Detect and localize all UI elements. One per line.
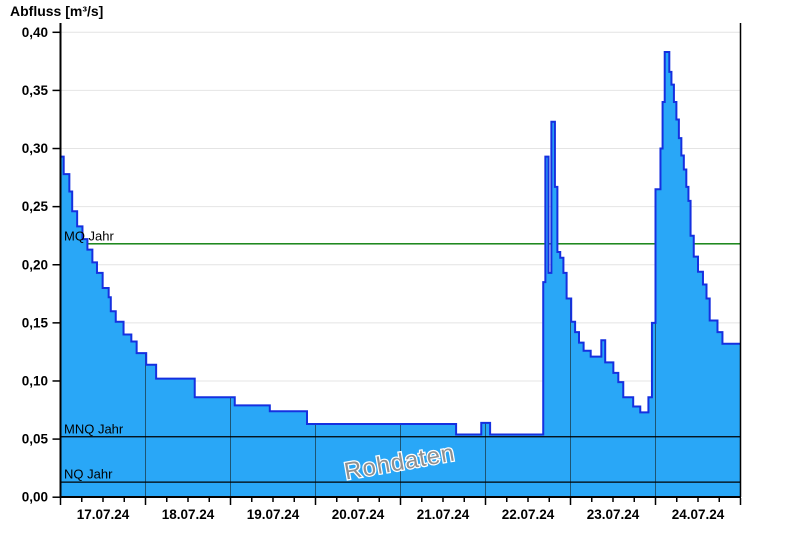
reference-line-label: MQ Jahr bbox=[64, 228, 115, 243]
y-tick-label: 0,20 bbox=[22, 257, 48, 272]
y-tick-label: 0,00 bbox=[22, 490, 48, 505]
x-tick-label: 20.07.24 bbox=[332, 507, 385, 522]
y-tick-label: 0,40 bbox=[22, 25, 48, 40]
x-tick-label: 24.07.24 bbox=[672, 507, 725, 522]
x-tick-label: 18.07.24 bbox=[162, 507, 215, 522]
x-tick-label: 17.07.24 bbox=[77, 507, 130, 522]
x-tick-label: 21.07.24 bbox=[417, 507, 470, 522]
y-tick-label: 0,10 bbox=[22, 373, 48, 388]
chart-title: Abfluss [m³/s] bbox=[10, 3, 104, 19]
x-tick-label: 22.07.24 bbox=[502, 507, 555, 522]
y-tick-label: 0,05 bbox=[22, 432, 49, 447]
reference-line-label: MNQ Jahr bbox=[64, 421, 124, 436]
y-tick-label: 0,35 bbox=[22, 83, 49, 98]
y-tick-label: 0,15 bbox=[22, 315, 49, 330]
discharge-area-outline bbox=[59, 51, 741, 497]
x-tick-label: 19.07.24 bbox=[247, 507, 300, 522]
reference-line-label: NQ Jahr bbox=[64, 467, 113, 482]
y-tick-label: 0,30 bbox=[22, 141, 48, 156]
y-tick-label: 0,25 bbox=[22, 199, 49, 214]
x-tick-label: 23.07.24 bbox=[587, 507, 640, 522]
